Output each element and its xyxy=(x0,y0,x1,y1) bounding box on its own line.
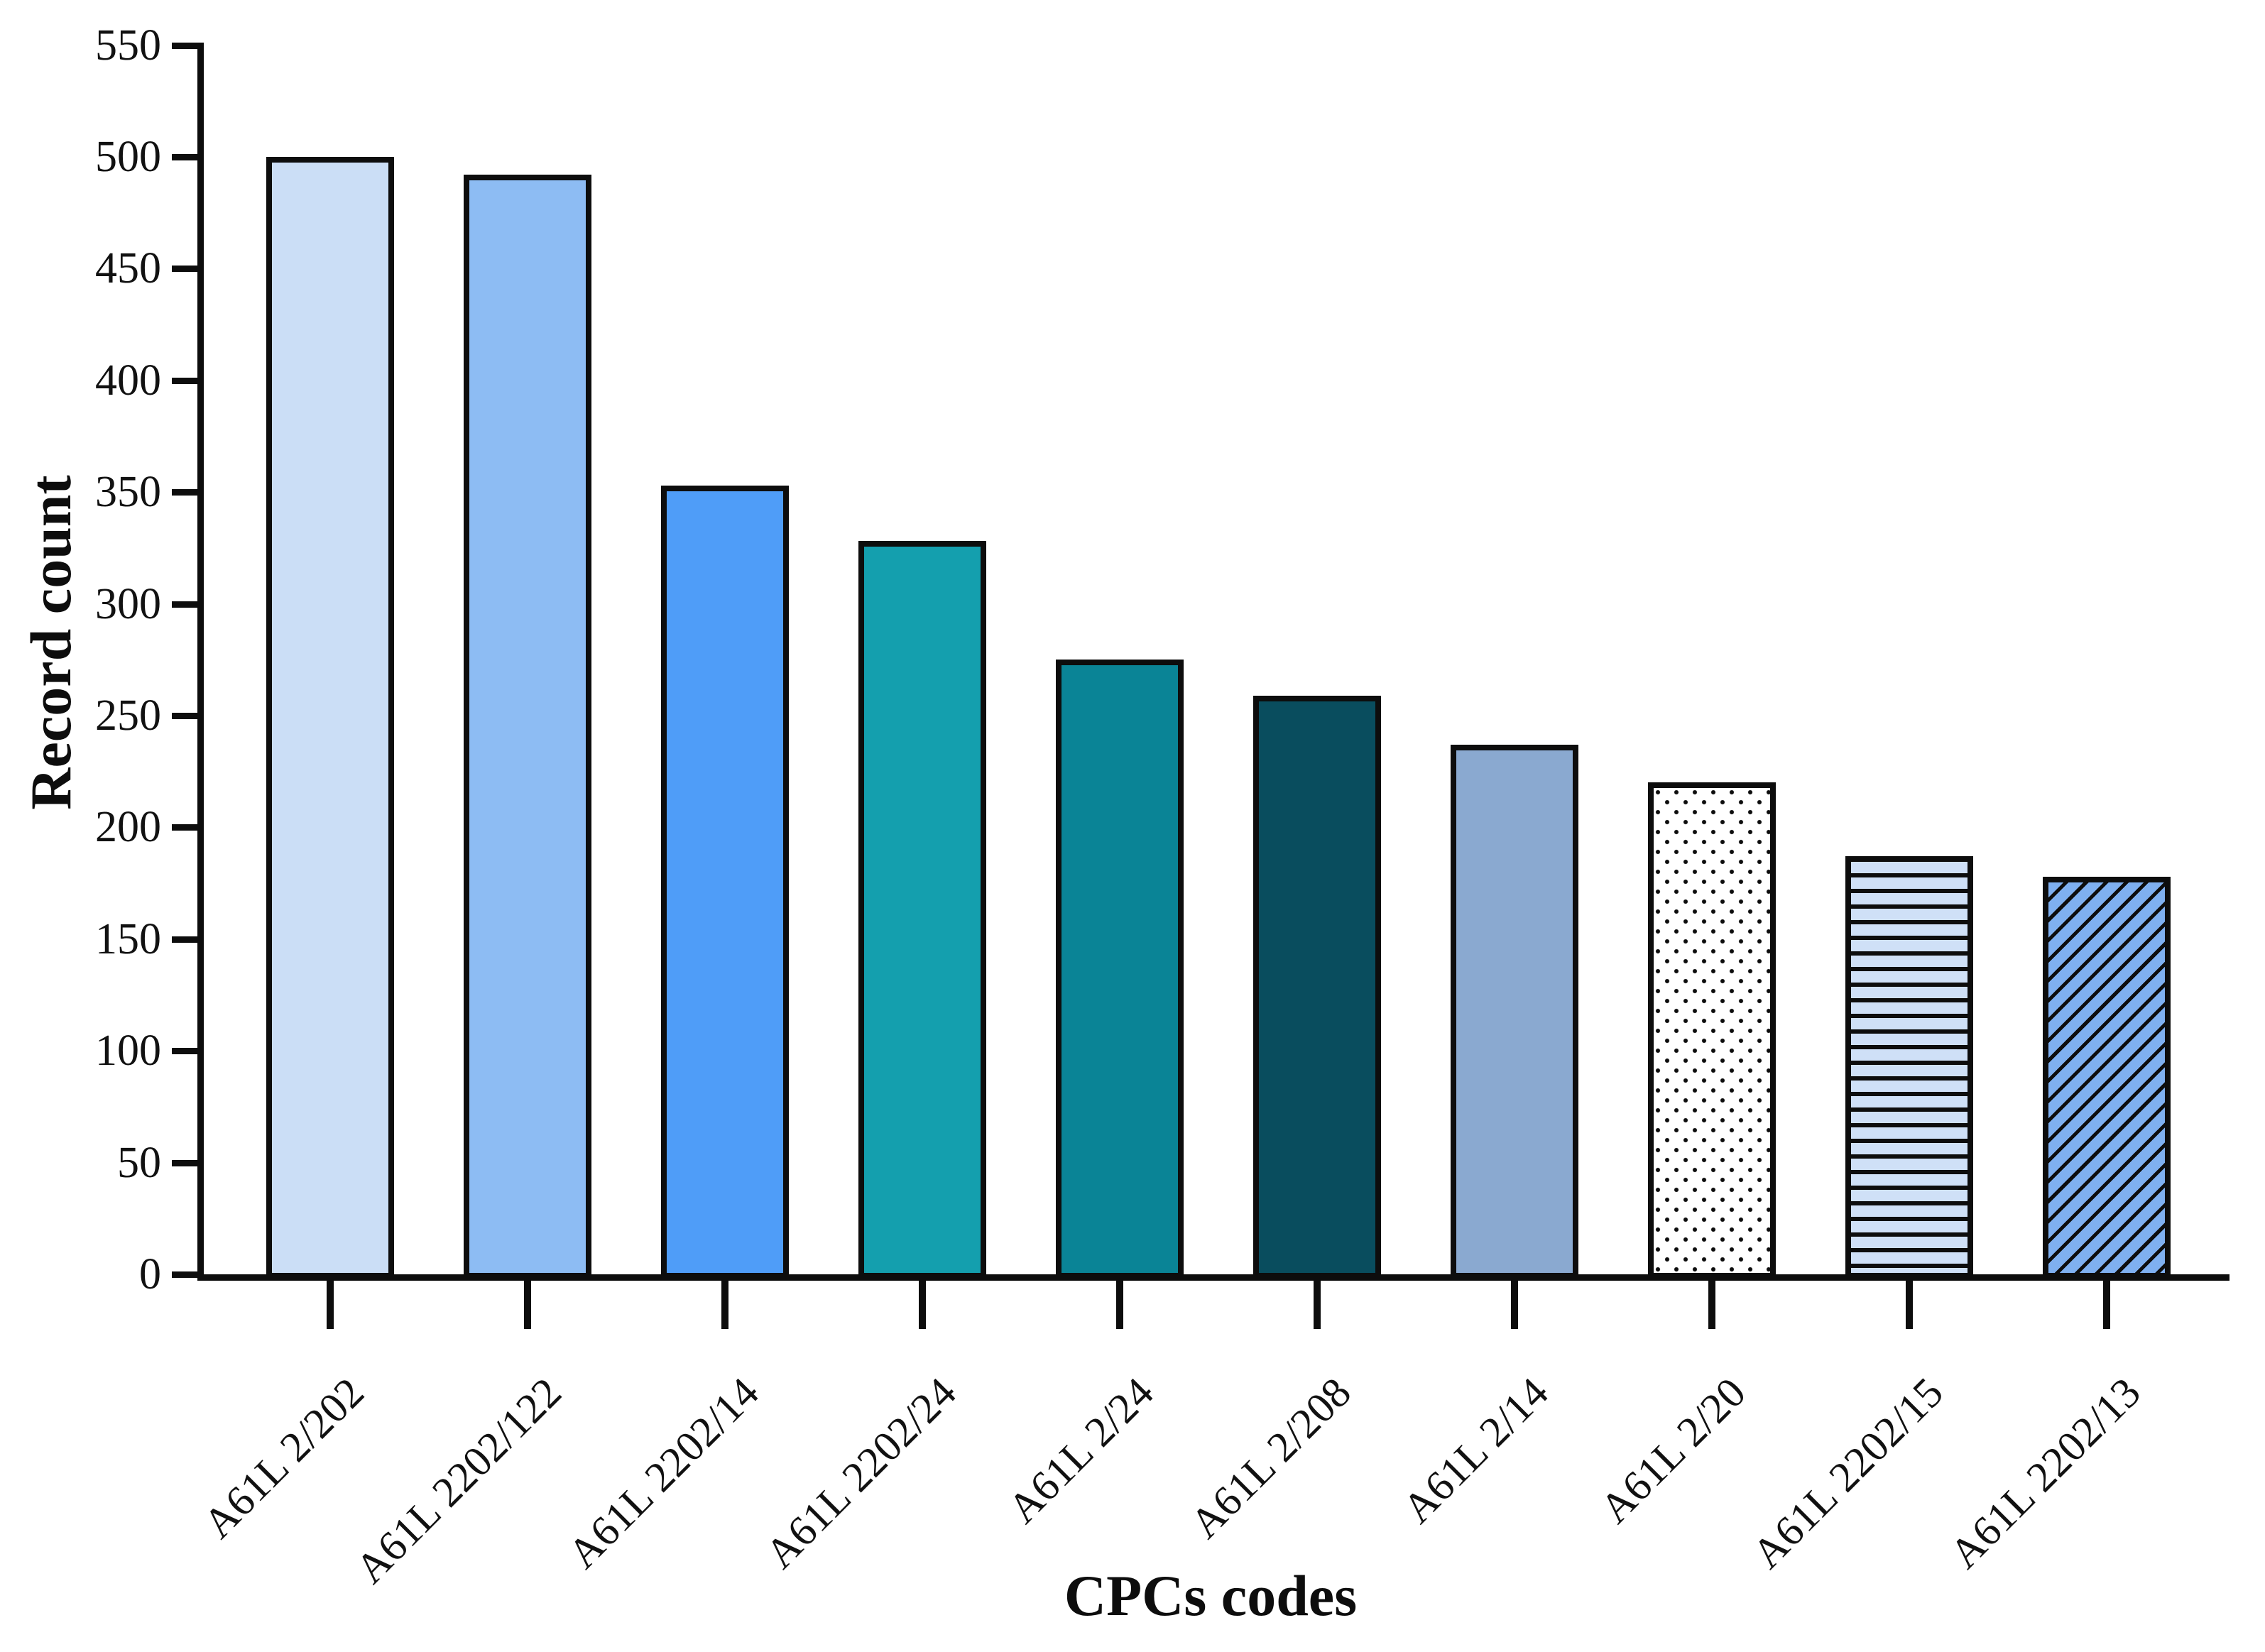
y-tick-label: 50 xyxy=(117,1138,161,1187)
y-tick-label: 400 xyxy=(95,356,161,405)
x-tick-label: A61L 2202/24 xyxy=(755,1368,965,1577)
x-tick xyxy=(919,1281,926,1329)
x-tick-label: A61L 2/208 xyxy=(1181,1368,1360,1548)
y-axis-title: Record count xyxy=(18,475,83,810)
y-tick-label: 250 xyxy=(95,691,161,740)
y-tick-label: 100 xyxy=(95,1027,161,1076)
y-tick-label: 550 xyxy=(95,21,161,70)
x-tick-label: A61L 2202/13 xyxy=(1940,1368,2149,1577)
x-tick xyxy=(2103,1281,2110,1329)
y-tick xyxy=(172,489,200,496)
x-tick xyxy=(1314,1281,1321,1329)
y-tick-label: 300 xyxy=(95,579,161,628)
y-tick xyxy=(172,1271,200,1278)
x-tick xyxy=(524,1281,531,1329)
bar-a61l-2-208 xyxy=(1253,695,1381,1279)
x-tick xyxy=(327,1281,334,1329)
y-tick-label: 200 xyxy=(95,803,161,852)
y-tick xyxy=(172,1048,200,1055)
bar-a61l-2202-24 xyxy=(858,541,986,1279)
x-tick-label: A61L 2202/122 xyxy=(346,1368,570,1592)
x-tick-label: A61L 2/14 xyxy=(1393,1368,1557,1532)
bar-a61l-2-24 xyxy=(1056,660,1184,1279)
y-tick xyxy=(172,266,200,273)
x-tick-label: A61L 2202/15 xyxy=(1742,1368,1952,1577)
x-tick xyxy=(1511,1281,1518,1329)
x-tick xyxy=(721,1281,728,1329)
y-tick xyxy=(172,154,200,160)
y-tick-label: 150 xyxy=(95,914,161,963)
bar-a61l-2202-14 xyxy=(661,485,789,1279)
y-tick xyxy=(172,377,200,384)
y-tick xyxy=(172,1159,200,1166)
x-tick xyxy=(1708,1281,1715,1329)
y-tick xyxy=(172,713,200,719)
y-tick xyxy=(172,601,200,608)
x-tick xyxy=(1116,1281,1123,1329)
bar-a61l-2-14 xyxy=(1451,744,1578,1279)
y-tick-label: 0 xyxy=(139,1250,161,1298)
y-tick-label: 350 xyxy=(95,468,161,517)
y-tick xyxy=(172,824,200,831)
bar-a61l-2202-122 xyxy=(464,175,591,1279)
bar-a61l-2-20 xyxy=(1648,782,1776,1279)
x-tick-label: A61L 2/20 xyxy=(1590,1368,1754,1532)
x-tick xyxy=(1906,1281,1913,1329)
x-tick-label: A61L 2/202 xyxy=(194,1368,373,1548)
bar-a61l-2202-15 xyxy=(1845,856,1973,1279)
y-axis-line xyxy=(197,43,204,1281)
bar-a61l-2-202 xyxy=(266,157,394,1279)
x-tick-label: A61L 2/24 xyxy=(998,1368,1162,1532)
x-tick-label: A61L 2202/14 xyxy=(558,1368,768,1577)
bar-a61l-2202-13 xyxy=(2043,876,2171,1279)
y-tick-label: 450 xyxy=(95,244,161,293)
y-tick xyxy=(172,42,200,49)
x-axis-title: CPCs codes xyxy=(1064,1563,1358,1628)
y-tick xyxy=(172,936,200,943)
x-axis-line xyxy=(197,1274,2229,1281)
y-tick-label: 500 xyxy=(95,133,161,181)
